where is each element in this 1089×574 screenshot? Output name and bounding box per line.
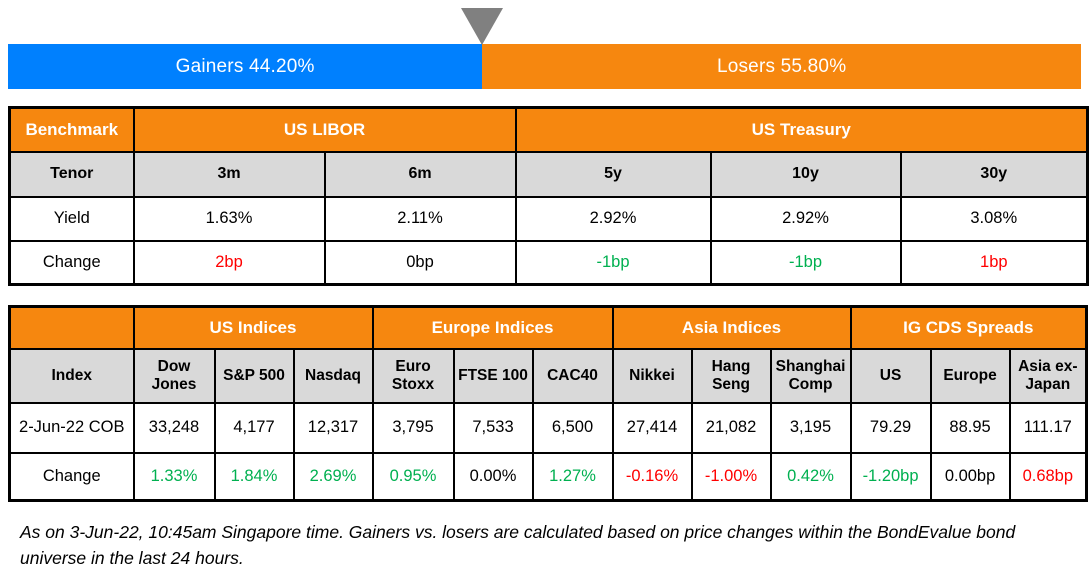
cob-row: 2-Jun-22 COB 33,248 4,177 12,317 3,795 7… xyxy=(8,401,1088,454)
group-header-us-treasury: US Treasury xyxy=(514,106,1089,153)
change-cell: -1bp xyxy=(709,239,902,286)
change-cell: 0.95% xyxy=(371,451,455,502)
col-header-hang-seng: Hang Seng xyxy=(690,347,772,404)
col-header-sp500: S&P 500 xyxy=(213,347,295,404)
col-header-nikkei: Nikkei xyxy=(611,347,693,404)
group-header-ig-cds-spreads: IG CDS Spreads xyxy=(849,305,1088,350)
index-corner-label: Index xyxy=(8,347,135,404)
cob-row-label: 2-Jun-22 COB xyxy=(8,401,135,454)
change-cell: 1bp xyxy=(899,239,1089,286)
indices-group-header-row: US Indices Europe Indices Asia Indices I… xyxy=(8,305,1088,350)
cob-cell: 111.17 xyxy=(1008,401,1088,454)
col-header-ftse-100: FTSE 100 xyxy=(452,347,534,404)
col-header-asia-ex-japan: Asia ex-Japan xyxy=(1008,347,1088,404)
tenor-cell-5y: 5y xyxy=(514,150,712,198)
cob-cell: 79.29 xyxy=(849,401,932,454)
change-cell: 2bp xyxy=(132,239,326,286)
change-cell: 0.68bp xyxy=(1008,451,1088,502)
cob-cell: 7,533 xyxy=(452,401,534,454)
benchmark-header-row: Benchmark US LIBOR US Treasury xyxy=(8,106,1089,153)
tenor-cell-3m: 3m xyxy=(132,150,326,198)
cob-cell: 3,195 xyxy=(769,401,852,454)
change-cell: 2.69% xyxy=(292,451,374,502)
tenor-cell-30y: 30y xyxy=(899,150,1089,198)
cob-cell: 21,082 xyxy=(690,401,772,454)
benchmark-corner-cell: Benchmark xyxy=(8,106,135,153)
triangle-down-icon xyxy=(461,8,503,45)
group-header-us-libor: US LIBOR xyxy=(132,106,517,153)
gainers-losers-bar: Gainers 44.20% Losers 55.80% xyxy=(8,44,1081,89)
change-cell: 0.00bp xyxy=(929,451,1011,502)
col-header-cac40: CAC40 xyxy=(531,347,614,404)
group-header-asia-indices: Asia Indices xyxy=(611,305,852,350)
losers-segment: Losers 55.80% xyxy=(482,44,1081,89)
tenor-row: Tenor 3m 6m 5y 10y 30y xyxy=(8,150,1089,198)
cob-cell: 3,795 xyxy=(371,401,455,454)
change-label: Change xyxy=(8,239,135,286)
cob-cell: 33,248 xyxy=(132,401,216,454)
tenor-label: Tenor xyxy=(8,150,135,198)
cob-cell: 12,317 xyxy=(292,401,374,454)
gainers-segment: Gainers 44.20% xyxy=(8,44,483,89)
cob-cell: 88.95 xyxy=(929,401,1011,454)
yield-row: Yield 1.63% 2.11% 2.92% 2.92% 3.08% xyxy=(8,195,1089,242)
yield-cell: 3.08% xyxy=(899,195,1089,242)
col-header-europe: Europe xyxy=(929,347,1011,404)
cob-cell: 6,500 xyxy=(531,401,614,454)
change-cell: 0bp xyxy=(323,239,517,286)
change-cell: 1.33% xyxy=(132,451,216,502)
yield-cell: 2.92% xyxy=(709,195,902,242)
yield-cell: 2.92% xyxy=(514,195,712,242)
col-header-euro-stoxx: Euro Stoxx xyxy=(371,347,455,404)
col-header-us: US xyxy=(849,347,932,404)
gainers-label: Gainers 44.20% xyxy=(175,55,315,77)
change-cell: 1.84% xyxy=(213,451,295,502)
indices-column-header-row: Index Dow Jones S&P 500 Nasdaq Euro Stox… xyxy=(8,347,1088,404)
cob-cell: 4,177 xyxy=(213,401,295,454)
group-header-us-indices: US Indices xyxy=(132,305,374,350)
tenor-cell-6m: 6m xyxy=(323,150,517,198)
losers-label: Losers 55.80% xyxy=(716,55,847,77)
change-row-label: Change xyxy=(8,451,135,502)
change-cell: -1.20bp xyxy=(849,451,932,502)
col-header-nasdaq: Nasdaq xyxy=(292,347,374,404)
change-cell: -1.00% xyxy=(690,451,772,502)
indices-corner-empty-cell xyxy=(8,305,135,350)
indices-table: US Indices Europe Indices Asia Indices I… xyxy=(8,305,1089,502)
cob-cell: 27,414 xyxy=(611,401,693,454)
change-cell: 1.27% xyxy=(531,451,614,502)
benchmark-table: Benchmark US LIBOR US Treasury Tenor 3m … xyxy=(8,106,1089,286)
group-header-europe-indices: Europe Indices xyxy=(371,305,614,350)
yield-label: Yield xyxy=(8,195,135,242)
col-header-shanghai-comp: Shanghai Comp xyxy=(769,347,852,404)
change-cell: 0.00% xyxy=(452,451,534,502)
footnote: As on 3-Jun-22, 10:45am Singapore time. … xyxy=(20,522,1016,568)
yield-cell: 1.63% xyxy=(132,195,326,242)
yield-cell: 2.11% xyxy=(323,195,517,242)
change-cell: -1bp xyxy=(514,239,712,286)
tenor-cell-10y: 10y xyxy=(709,150,902,198)
benchmark-change-row: Change 2bp 0bp -1bp -1bp 1bp xyxy=(8,239,1089,286)
col-header-dow-jones: Dow Jones xyxy=(132,347,216,404)
change-cell: 0.42% xyxy=(769,451,852,502)
change-cell: -0.16% xyxy=(611,451,693,502)
indices-change-row: Change 1.33% 1.84% 2.69% 0.95% 0.00% 1.2… xyxy=(8,451,1088,502)
